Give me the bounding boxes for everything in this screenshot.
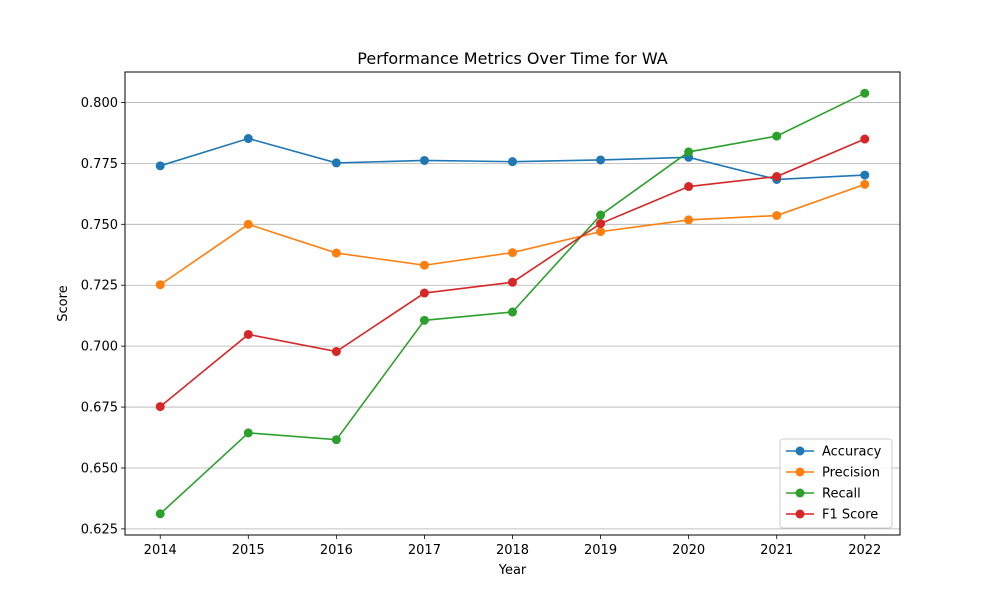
x-tick-label: 2019 xyxy=(584,543,617,558)
data-point-recall xyxy=(419,315,429,325)
data-point-accuracy xyxy=(508,157,517,167)
data-point-f1-score xyxy=(860,134,870,144)
series-accuracy xyxy=(155,134,870,184)
x-tick-label: 2017 xyxy=(408,543,441,558)
data-point-precision xyxy=(684,215,694,225)
data-point-accuracy xyxy=(860,170,870,180)
series-recall xyxy=(155,88,870,519)
data-point-accuracy xyxy=(331,158,341,168)
data-point-f1-score xyxy=(419,288,429,298)
data-point-precision xyxy=(596,227,606,237)
data-point-f1-score xyxy=(596,219,606,229)
x-axis: 2014 2015 2016 2017 2018 2019 2020 2021 2022 xyxy=(144,535,881,558)
y-tick-label: 0.750 xyxy=(81,218,118,233)
y-tick-label: 0.625 xyxy=(81,522,118,537)
series-line-precision xyxy=(159,183,866,286)
data-point-recall xyxy=(243,428,253,438)
data-point-f1-score xyxy=(331,347,341,357)
y-tick-label: 0.775 xyxy=(81,157,118,172)
legend-swatch-marker xyxy=(795,488,805,498)
data-point-f1-score xyxy=(155,402,165,412)
data-point-precision xyxy=(155,280,165,290)
data-point-precision xyxy=(772,211,782,221)
data-point-f1-score xyxy=(243,329,253,339)
x-tick-label: 2018 xyxy=(496,543,529,558)
x-tick-label: 2020 xyxy=(672,543,705,558)
series-line-recall xyxy=(159,92,866,515)
data-point-f1-score xyxy=(684,182,694,192)
data-point-precision xyxy=(243,219,253,229)
x-tick-label: 2016 xyxy=(320,543,353,558)
y-tick-label: 0.725 xyxy=(81,279,118,294)
y-tick-label: 0.800 xyxy=(81,96,118,111)
legend-swatch-marker xyxy=(795,446,805,456)
legend-item-f1-score: F1 Score xyxy=(786,508,878,523)
y-axis: 0.625 0.650 0.675 0.700 0.725 0.750 0.775 0.800 xyxy=(81,96,125,537)
data-point-accuracy xyxy=(419,155,429,165)
x-tick-label: 2022 xyxy=(848,543,881,558)
series-f1-score xyxy=(155,134,870,412)
x-axis-label: Year xyxy=(498,563,527,578)
data-point-accuracy xyxy=(596,155,606,165)
series-precision xyxy=(155,179,870,290)
y-tick-label: 0.675 xyxy=(81,401,118,416)
x-tick-label: 2015 xyxy=(232,543,265,558)
x-tick-label: 2021 xyxy=(760,543,793,558)
series-line-f1-score xyxy=(159,138,866,408)
data-point-f1-score xyxy=(772,172,782,182)
data-point-recall xyxy=(772,131,782,141)
data-point-recall xyxy=(684,147,694,157)
data-point-precision xyxy=(419,260,429,270)
legend-item-accuracy: Accuracy xyxy=(786,445,882,460)
legend-label: Precision xyxy=(822,466,880,481)
series-lines xyxy=(155,88,870,519)
legend-item-recall: Recall xyxy=(786,487,861,502)
data-point-f1-score xyxy=(508,277,517,287)
data-point-recall xyxy=(860,88,870,98)
legend-label: F1 Score xyxy=(822,508,878,523)
data-point-recall xyxy=(596,210,606,220)
y-tick-label: 0.650 xyxy=(81,461,118,476)
legend-swatch-marker xyxy=(795,467,805,477)
legend: Accuracy Precision Recall F1 Score xyxy=(779,438,893,529)
data-point-precision xyxy=(331,248,341,258)
legend-label: Recall xyxy=(822,487,861,502)
data-point-precision xyxy=(508,248,517,258)
y-axis-label: Score xyxy=(56,285,71,321)
data-point-recall xyxy=(508,307,517,317)
legend-swatch-marker xyxy=(795,509,805,519)
data-point-accuracy xyxy=(155,161,165,171)
legend-box xyxy=(779,438,893,529)
data-point-precision xyxy=(860,179,870,189)
x-tick-label: 2014 xyxy=(144,543,177,558)
data-point-recall xyxy=(331,435,341,445)
y-tick-label: 0.700 xyxy=(81,340,118,355)
data-point-accuracy xyxy=(243,134,253,144)
legend-item-precision: Precision xyxy=(786,466,880,481)
data-point-recall xyxy=(155,509,165,519)
legend-label: Accuracy xyxy=(822,445,882,460)
chart-title: Performance Metrics Over Time for WA xyxy=(357,49,667,68)
